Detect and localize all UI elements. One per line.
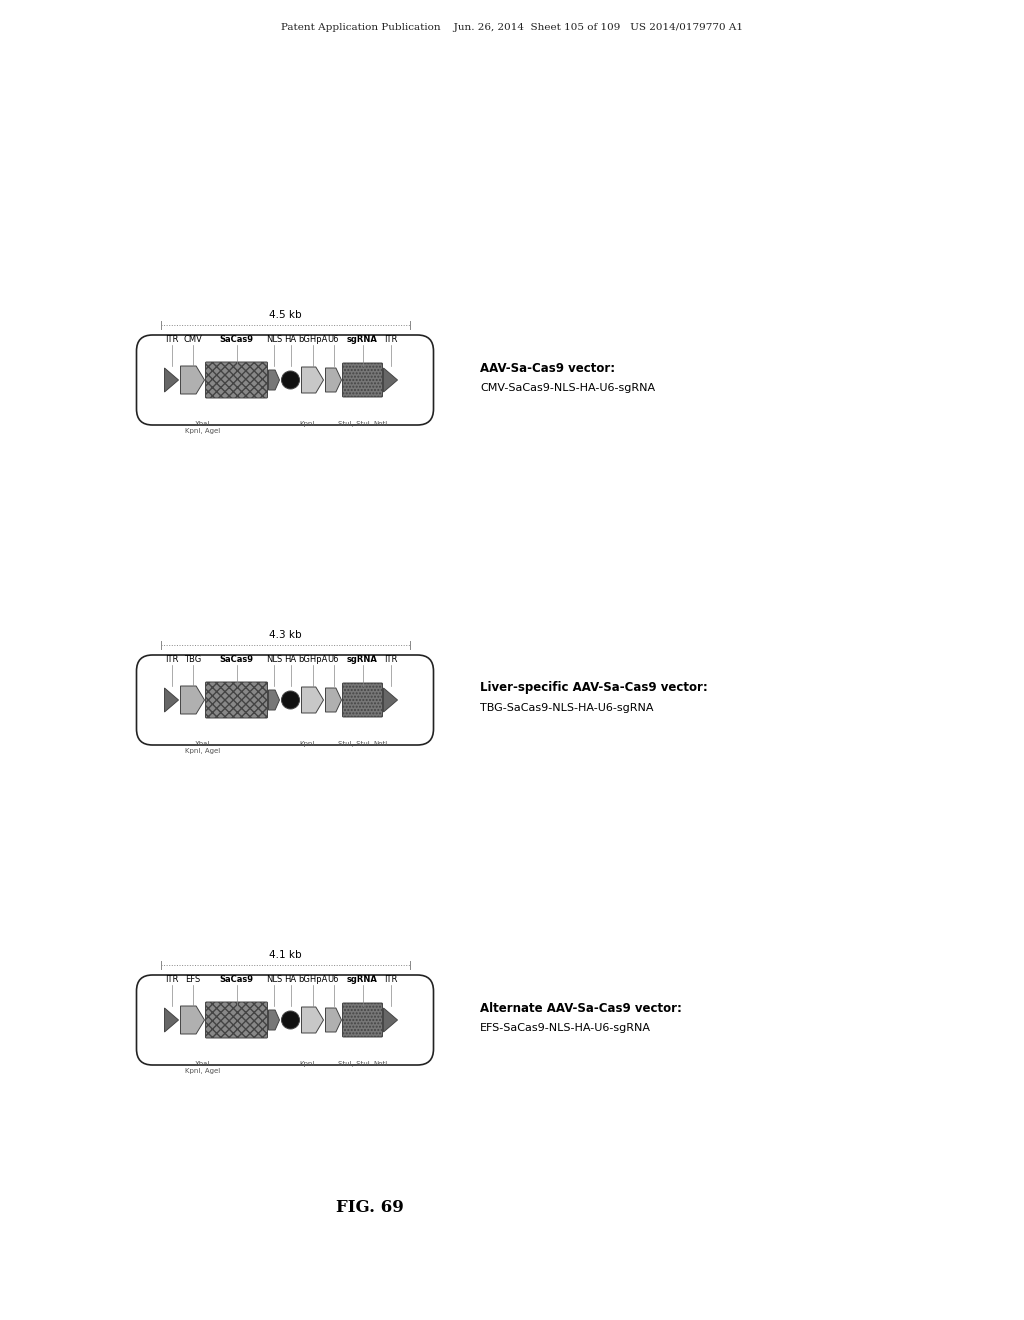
Text: SaCas9: SaCas9 (219, 335, 254, 345)
Text: U6: U6 (328, 975, 339, 983)
Text: sgRNA: sgRNA (347, 335, 378, 345)
Polygon shape (384, 1008, 397, 1032)
Text: ITR: ITR (165, 655, 178, 664)
Circle shape (282, 1011, 299, 1030)
Polygon shape (165, 368, 178, 392)
Text: U6: U6 (328, 655, 339, 664)
Text: ITR: ITR (165, 975, 178, 983)
Polygon shape (301, 686, 324, 713)
Polygon shape (301, 367, 324, 393)
Text: SaCas9: SaCas9 (219, 655, 254, 664)
Polygon shape (268, 1010, 280, 1030)
Text: EFS-SaCas9-NLS-HA-U6-sgRNA: EFS-SaCas9-NLS-HA-U6-sgRNA (480, 1023, 651, 1034)
Text: Patent Application Publication    Jun. 26, 2014  Sheet 105 of 109   US 2014/0179: Patent Application Publication Jun. 26, … (281, 24, 743, 33)
Text: ITR: ITR (165, 335, 178, 345)
FancyBboxPatch shape (206, 362, 267, 399)
Text: KpnI: KpnI (300, 741, 315, 747)
Text: CMV: CMV (183, 335, 202, 345)
Polygon shape (165, 1008, 178, 1032)
FancyBboxPatch shape (206, 1002, 267, 1038)
Text: NotI: NotI (374, 741, 388, 747)
Text: ITR: ITR (384, 975, 397, 983)
Text: KpnI, AgeI: KpnI, AgeI (185, 748, 220, 754)
Text: U6: U6 (328, 335, 339, 345)
Text: EFS: EFS (185, 975, 200, 983)
Circle shape (282, 690, 299, 709)
FancyBboxPatch shape (206, 682, 267, 718)
Polygon shape (384, 688, 397, 711)
Text: XbaI: XbaI (195, 421, 210, 426)
Text: KpnI, AgeI: KpnI, AgeI (185, 1068, 220, 1074)
Text: XbaI: XbaI (195, 1061, 210, 1067)
Text: HA: HA (285, 655, 297, 664)
Text: bGHpA: bGHpA (298, 335, 328, 345)
Polygon shape (326, 688, 341, 711)
Text: NLS: NLS (266, 975, 283, 983)
Text: AAV-Sa-Cas9 vector:: AAV-Sa-Cas9 vector: (480, 362, 615, 375)
Polygon shape (165, 688, 178, 711)
FancyBboxPatch shape (136, 335, 433, 425)
Text: Liver-specific AAV-Sa-Cas9 vector:: Liver-specific AAV-Sa-Cas9 vector: (480, 681, 708, 694)
Text: HA: HA (285, 975, 297, 983)
Text: sgRNA: sgRNA (347, 655, 378, 664)
Polygon shape (384, 368, 397, 392)
Text: TBG-SaCas9-NLS-HA-U6-sgRNA: TBG-SaCas9-NLS-HA-U6-sgRNA (480, 704, 653, 713)
Text: SaCas9: SaCas9 (219, 975, 254, 983)
Text: NLS: NLS (266, 655, 283, 664)
Text: HA: HA (285, 335, 297, 345)
Text: 4.1 kb: 4.1 kb (268, 950, 301, 960)
Text: ITR: ITR (384, 655, 397, 664)
Text: 4.5 kb: 4.5 kb (268, 310, 301, 319)
Polygon shape (268, 690, 280, 710)
Text: bGHpA: bGHpA (298, 975, 328, 983)
Text: StuI, StuI: StuI, StuI (338, 421, 370, 426)
Text: FIG. 69: FIG. 69 (336, 1200, 403, 1217)
Text: 4.3 kb: 4.3 kb (268, 630, 301, 640)
FancyBboxPatch shape (342, 682, 383, 717)
Polygon shape (180, 686, 205, 714)
Text: KpnI: KpnI (300, 1061, 315, 1067)
Polygon shape (268, 370, 280, 389)
Text: StuI, StuI: StuI, StuI (338, 741, 370, 747)
Text: Alternate AAV-Sa-Cas9 vector:: Alternate AAV-Sa-Cas9 vector: (480, 1002, 682, 1015)
Text: sgRNA: sgRNA (347, 975, 378, 983)
FancyBboxPatch shape (342, 363, 383, 397)
Circle shape (282, 371, 299, 389)
Text: XbaI: XbaI (195, 741, 210, 747)
Text: NLS: NLS (266, 335, 283, 345)
Polygon shape (326, 368, 341, 392)
Text: bGHpA: bGHpA (298, 655, 328, 664)
Text: KpnI: KpnI (300, 421, 315, 426)
Text: NotI: NotI (374, 421, 388, 426)
Polygon shape (301, 1007, 324, 1034)
Polygon shape (180, 366, 205, 393)
Text: StuI, StuI: StuI, StuI (338, 1061, 370, 1067)
FancyBboxPatch shape (342, 1003, 383, 1038)
FancyBboxPatch shape (136, 975, 433, 1065)
Text: NotI: NotI (374, 1061, 388, 1067)
FancyBboxPatch shape (136, 655, 433, 744)
Polygon shape (180, 1006, 205, 1034)
Text: ITR: ITR (384, 335, 397, 345)
Text: CMV-SaCas9-NLS-HA-U6-sgRNA: CMV-SaCas9-NLS-HA-U6-sgRNA (480, 383, 655, 393)
Polygon shape (326, 1008, 341, 1032)
Text: TBG: TBG (184, 655, 201, 664)
Text: KpnI, AgeI: KpnI, AgeI (185, 428, 220, 434)
